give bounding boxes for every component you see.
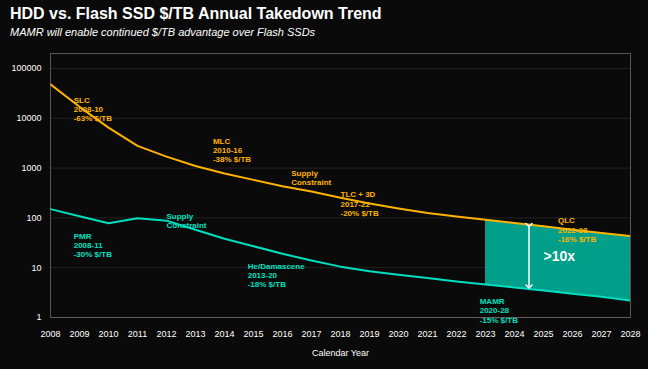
svg-text:2020: 2020 [388,329,408,339]
svg-text:2022: 2022 [446,329,466,339]
svg-text:TLC + 3D2017-22-20% $/TB: TLC + 3D2017-22-20% $/TB [341,190,379,217]
svg-text:PMR2008-11-30% $/TB: PMR2008-11-30% $/TB [74,232,112,259]
svg-text:2019: 2019 [359,329,379,339]
svg-text:2014: 2014 [214,329,234,339]
svg-text:2028: 2028 [620,329,640,339]
svg-text:2018: 2018 [330,329,350,339]
svg-text:Calendar Year: Calendar Year [312,348,369,358]
svg-text:2013: 2013 [185,329,205,339]
svg-text:100000: 100000 [11,63,41,73]
svg-text:2025: 2025 [533,329,553,339]
svg-text:10000: 10000 [16,113,41,123]
svg-text:2008: 2008 [40,329,60,339]
svg-text:100: 100 [26,213,41,223]
svg-text:MLC2010-16-38% $/TB: MLC2010-16-38% $/TB [213,137,251,164]
svg-text:>10x: >10x [544,248,576,264]
svg-text:10: 10 [31,263,41,273]
svg-text:1000: 1000 [21,163,41,173]
svg-text:1: 1 [36,312,41,322]
html-text:HDD vs. Flash SSD $/TB Annual: HDD vs. Flash SSD $/TB Annual Takedown T… [10,5,382,22]
svg-text:2015: 2015 [243,329,263,339]
svg-text:2024: 2024 [504,329,524,339]
svg-text:SupplyConstraint: SupplyConstraint [291,169,331,187]
svg-text:2012: 2012 [156,329,176,339]
svg-text:2027: 2027 [591,329,611,339]
svg-text:2011: 2011 [128,329,147,339]
svg-text:2016: 2016 [272,329,292,339]
svg-text:2026: 2026 [562,329,582,339]
svg-text:QLC2022-28-16% $/TB: QLC2022-28-16% $/TB [558,216,596,243]
svg-text:2023: 2023 [475,329,495,339]
svg-text:SupplyConstraint: SupplyConstraint [167,212,207,230]
svg-text:SLC2008-10-63% $/TB: SLC2008-10-63% $/TB [74,96,112,123]
svg-text:2021: 2021 [417,329,437,339]
html-text:MAMR will enable continued $/T: MAMR will enable continued $/TB advantag… [10,26,316,38]
svg-text:2017: 2017 [301,329,321,339]
svg-text:2009: 2009 [69,329,89,339]
svg-text:MAMR2020-28-15% $/TB: MAMR2020-28-15% $/TB [480,297,518,324]
svg-text:He/Damascene2013-20-18% $/TB: He/Damascene2013-20-18% $/TB [248,262,305,289]
svg-text:2010: 2010 [98,329,118,339]
